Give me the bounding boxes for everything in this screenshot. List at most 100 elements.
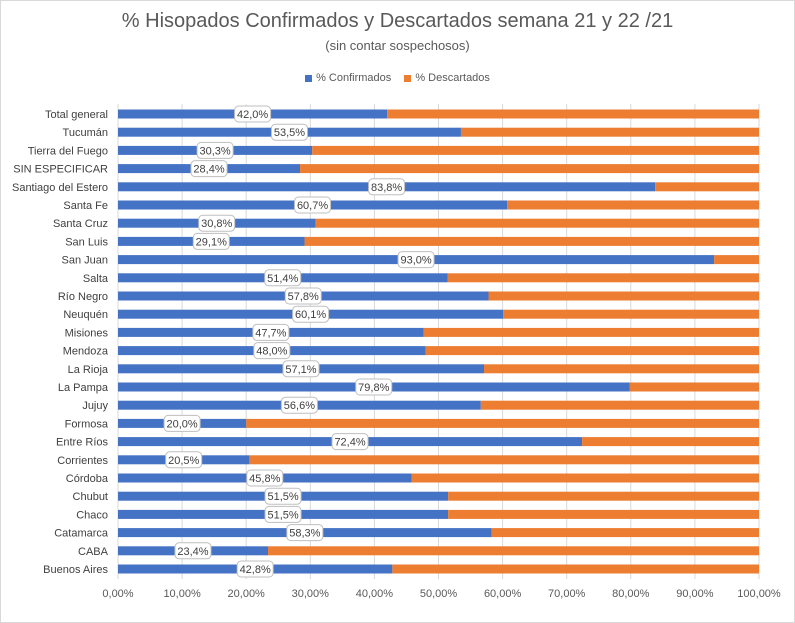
data-label: 93,0%: [400, 255, 431, 267]
data-label-box: [397, 251, 435, 269]
x-tick-label: 20,00%: [228, 588, 266, 600]
bar-descartados: [315, 218, 759, 228]
data-label: 47,7%: [255, 327, 286, 339]
category-label: Chubut: [73, 491, 108, 503]
category-label: Corrientes: [57, 455, 108, 467]
bar-descartados: [582, 437, 759, 447]
data-label-box: [355, 378, 393, 396]
legend-label-descartados: % Descartados: [415, 72, 490, 84]
x-tick-label: 10,00%: [163, 588, 201, 600]
data-label-box: [292, 305, 330, 323]
data-label-box: [236, 560, 274, 578]
data-label-box: [286, 524, 324, 542]
x-tick-label: 30,00%: [292, 588, 330, 600]
data-label-box: [165, 451, 203, 469]
category-label: Río Negro: [58, 291, 108, 303]
category-label: Buenos Aires: [43, 564, 108, 576]
data-label: 56,6%: [284, 400, 315, 412]
data-label: 57,1%: [285, 364, 316, 376]
bar-descartados: [480, 400, 759, 410]
data-label: 48,0%: [256, 346, 287, 358]
bar-descartados: [312, 145, 759, 155]
bar-descartados: [503, 309, 759, 319]
x-tick-label: 60,00%: [484, 588, 522, 600]
bar-descartados: [448, 491, 759, 501]
data-label-box: [264, 269, 302, 287]
data-label: 83,8%: [371, 182, 402, 194]
data-label-box: [198, 214, 236, 232]
chart-subtitle: (sin contar sospechosos): [325, 38, 470, 53]
data-label-box: [174, 542, 212, 560]
data-label: 23,4%: [177, 546, 208, 558]
bar-descartados: [411, 473, 759, 483]
data-label-box: [192, 232, 230, 250]
chart-title: % Hisopados Confirmados y Descartados se…: [121, 10, 674, 32]
data-label: 42,8%: [240, 564, 271, 576]
category-label: Salta: [83, 273, 109, 285]
bar-descartados: [300, 164, 759, 174]
bar-descartados: [507, 200, 759, 210]
data-label: 79,8%: [358, 382, 389, 394]
category-label: Santiago del Estero: [12, 182, 108, 194]
legend-label-confirmados: % Confirmados: [316, 72, 392, 84]
data-label-box: [280, 396, 318, 414]
category-label: Chaco: [76, 509, 108, 521]
category-label: La Pampa: [58, 382, 109, 394]
x-tick-label: 0,00%: [102, 588, 133, 600]
data-label: 45,8%: [249, 473, 280, 485]
data-label: 51,5%: [267, 491, 298, 503]
bar-descartados: [392, 564, 759, 574]
category-label: La Rioja: [68, 364, 109, 376]
bar-descartados: [491, 528, 759, 538]
category-label: Santa Cruz: [53, 218, 108, 230]
data-label-box: [163, 414, 201, 432]
bar-descartados: [425, 346, 759, 356]
bar-descartados: [484, 364, 759, 374]
data-label: 58,3%: [289, 528, 320, 540]
category-labels: Total general Tucumán Tierra del Fuego SIN …: [12, 109, 109, 576]
legend-item-descartados: % Descartados: [404, 72, 490, 84]
x-tick-label: 100,00%: [737, 588, 781, 600]
category-label: San Juan: [62, 255, 108, 267]
bar-descartados: [246, 418, 759, 428]
category-label: Tucumán: [63, 127, 108, 139]
category-label: Jujuy: [82, 400, 108, 412]
bar-descartados: [447, 273, 759, 283]
data-label-box: [368, 178, 406, 196]
data-labels: 42,0% 53,5% 30,3% 28,4% 83,8% 60,7% 30,8% 29,1%…: [163, 105, 435, 578]
category-label: San Luis: [65, 236, 108, 248]
bar-descartados: [387, 109, 759, 119]
category-label: Neuquén: [63, 309, 108, 321]
data-label: 53,5%: [274, 127, 305, 139]
data-label: 57,8%: [288, 291, 319, 303]
data-label-box: [253, 342, 291, 360]
category-label: SIN ESPECIFICAR: [13, 164, 108, 176]
bar-descartados: [423, 327, 759, 337]
data-label: 20,5%: [168, 455, 199, 467]
data-label-box: [331, 433, 369, 451]
category-label: Catamarca: [54, 528, 109, 540]
bar-descartados: [249, 455, 759, 465]
bar-descartados: [629, 382, 759, 392]
x-tick-labels: 0,00% 10,00% 20,00% 30,00% 40,00% 50,00% 60,00…: [102, 588, 781, 600]
category-label: Mendoza: [63, 346, 109, 358]
data-label-box: [190, 160, 228, 178]
x-tick-label: 90,00%: [676, 588, 714, 600]
data-label-box: [284, 287, 322, 305]
data-label: 30,3%: [200, 145, 231, 157]
data-label: 51,4%: [267, 273, 298, 285]
data-label: 51,5%: [267, 509, 298, 521]
data-label: 28,4%: [193, 164, 224, 176]
category-label: Total general: [45, 109, 108, 121]
data-label: 29,1%: [196, 236, 227, 248]
category-label: Santa Fe: [63, 200, 108, 212]
category-label: Misiones: [65, 327, 109, 339]
data-label-box: [234, 105, 272, 123]
data-label-box: [294, 196, 332, 214]
x-tick-label: 80,00%: [612, 588, 650, 600]
x-tick-label: 70,00%: [548, 588, 586, 600]
bar-descartados: [655, 182, 759, 192]
data-label-box: [270, 123, 308, 141]
legend-item-confirmados: % Confirmados: [305, 72, 391, 84]
